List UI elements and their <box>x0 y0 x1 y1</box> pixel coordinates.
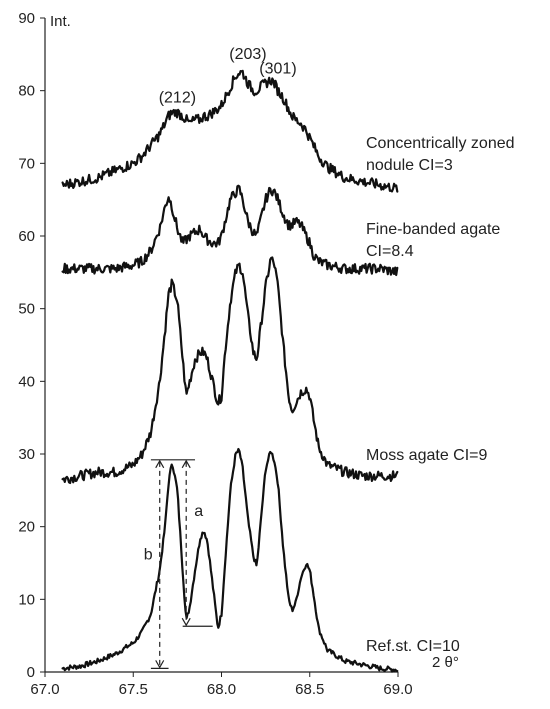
b-label: b <box>144 546 153 563</box>
y-tick-label: 80 <box>18 83 35 100</box>
series-label: Concentrically zoned <box>366 135 515 152</box>
traces: Ref.st. CI=10 Moss agate CI=9 Fine-banded … <box>61 69 515 673</box>
y-tick-label: 20 <box>18 519 35 536</box>
y-tick-label: 90 <box>18 10 35 27</box>
b-arrow-head-top <box>155 459 165 469</box>
x-axis-label: 2 θ° <box>432 654 459 671</box>
y-tick-label: 70 <box>18 155 35 172</box>
x-tick-label: 69.0 <box>383 681 412 698</box>
y-axis-label: Int. <box>50 13 71 30</box>
a-label: a <box>194 503 203 520</box>
b-arrow-head-bottom <box>155 660 165 669</box>
a-arrow-head-top <box>181 459 191 469</box>
series-label: Ref.st. CI=10 <box>366 638 460 655</box>
y-tick-label: 0 <box>27 664 35 681</box>
series-label: CI=8.4 <box>366 243 414 260</box>
annotations: (212) (203)(301) a b <box>144 46 297 669</box>
y-tick-label: 40 <box>18 373 35 390</box>
peak-label: (301) <box>259 60 296 77</box>
series-line-2 <box>61 184 399 277</box>
peak-label: (203) <box>229 46 266 63</box>
y-tick-label: 30 <box>18 446 35 463</box>
axes <box>44 18 398 673</box>
series-label: Fine-banded agate <box>366 221 500 238</box>
x-tick-label: 67.0 <box>30 681 59 698</box>
x-tick-label: 68.5 <box>295 681 324 698</box>
series-line-1 <box>61 256 399 485</box>
y-tick-label: 10 <box>18 591 35 608</box>
x-tick-label: 67.5 <box>119 681 148 698</box>
ticks: 0 10 20 30 40 50 60 70 80 90 67.0 67.5 68.0 68.5 69.0 <box>18 10 412 698</box>
series-label: Moss agate CI=9 <box>366 447 488 464</box>
y-tick-label: 50 <box>18 301 35 318</box>
a-arrow-head-bottom <box>181 617 191 627</box>
x-tick-label: 68.0 <box>207 681 236 698</box>
peak-label: (212) <box>159 89 196 106</box>
y-tick-label: 60 <box>18 228 35 245</box>
series-line-3 <box>61 69 399 193</box>
series-label: nodule CI=3 <box>366 157 453 174</box>
series-line-0 <box>61 447 399 673</box>
